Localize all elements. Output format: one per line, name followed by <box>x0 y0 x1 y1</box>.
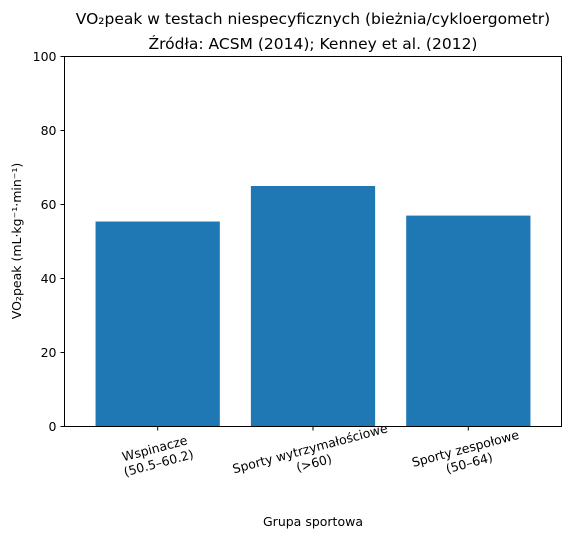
y-tick-label: 80 <box>41 123 57 138</box>
y-tick-label: 20 <box>41 345 57 360</box>
x-axis-label: Grupa sportowa <box>263 514 363 529</box>
bar-1 <box>250 186 376 427</box>
y-axis: 0 20 40 60 80 100 <box>33 49 65 434</box>
y-tick-label: 40 <box>41 271 57 286</box>
y-tick-label: 60 <box>41 197 57 212</box>
bar-2 <box>406 215 531 427</box>
y-tick-label: 100 <box>33 49 57 64</box>
plot-frame <box>64 56 562 427</box>
y-tick-label: 0 <box>49 419 57 434</box>
bar-0 <box>95 221 220 427</box>
chart-title-line-2: Źródła: ACSM (2014); Kenney et al. (2012… <box>149 34 478 53</box>
bars-group <box>95 186 531 427</box>
y-axis-label: VO₂peak (mL·kg⁻¹·min⁻¹) <box>9 163 24 319</box>
chart-title-line-1: VO₂peak w testach niespecyficznych (bież… <box>76 10 550 28</box>
